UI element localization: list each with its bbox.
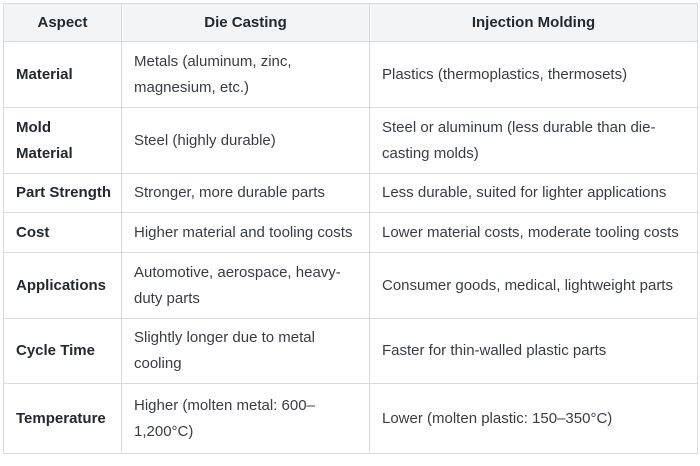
table-row-cost: Cost Higher material and tooling costs L… [3, 212, 698, 253]
die-casting-cell-cycle-time: Slightly longer due to metal cooling [121, 318, 370, 384]
comparison-table: Aspect Die Casting Injection Molding Mat… [3, 3, 698, 454]
die-casting-cell-mold-material: Steel (highly durable) [121, 107, 370, 174]
die-casting-cell-cost: Higher material and tooling costs [121, 212, 370, 253]
table-row-cycle-time: Cycle Time Slightly longer due to metal … [3, 318, 698, 384]
table-body: Material Metals (aluminum, zinc, magnesi… [3, 41, 698, 454]
injection-molding-cell-applications: Consumer goods, medical, lightweight par… [369, 252, 698, 319]
die-casting-cell-part-strength: Stronger, more durable parts [121, 173, 370, 213]
column-header-injection-molding: Injection Molding [369, 3, 698, 42]
table-row-material: Material Metals (aluminum, zinc, magnesi… [3, 41, 698, 108]
injection-molding-cell-part-strength: Less durable, suited for lighter applica… [369, 173, 698, 213]
injection-molding-cell-material: Plastics (thermoplastics, thermosets) [369, 41, 698, 108]
aspect-label-material: Material [3, 41, 122, 108]
die-casting-cell-material: Metals (aluminum, zinc, magnesium, etc.) [121, 41, 370, 108]
table-row-temperature: Temperature Higher (molten metal: 600–1,… [3, 383, 698, 454]
aspect-label-cost: Cost [3, 212, 122, 253]
die-casting-cell-temperature: Higher (molten metal: 600–1,200°C) [121, 383, 370, 454]
aspect-label-applications: Applications [3, 252, 122, 319]
aspect-label-mold-material: Mold Material [3, 107, 122, 174]
table-row-applications: Applications Automotive, aerospace, heav… [3, 252, 698, 319]
injection-molding-cell-cycle-time: Faster for thin-walled plastic parts [369, 318, 698, 384]
injection-molding-cell-temperature: Lower (molten plastic: 150–350°C) [369, 383, 698, 454]
die-casting-cell-applications: Automotive, aerospace, heavy-duty parts [121, 252, 370, 319]
column-header-aspect: Aspect [3, 3, 122, 42]
table-row-mold-material: Mold Material Steel (highly durable) Ste… [3, 107, 698, 174]
aspect-label-cycle-time: Cycle Time [3, 318, 122, 384]
injection-molding-cell-mold-material: Steel or aluminum (less durable than die… [369, 107, 698, 174]
header-row: Aspect Die Casting Injection Molding [3, 3, 698, 42]
aspect-label-temperature: Temperature [3, 383, 122, 454]
table-header: Aspect Die Casting Injection Molding [3, 3, 698, 42]
aspect-label-text: Mold Material [16, 118, 73, 162]
column-header-die-casting: Die Casting [121, 3, 370, 42]
table-row-part-strength: Part Strength Stronger, more durable par… [3, 173, 698, 213]
injection-molding-cell-cost: Lower material costs, moderate tooling c… [369, 212, 698, 253]
aspect-label-part-strength: Part Strength [3, 173, 122, 213]
